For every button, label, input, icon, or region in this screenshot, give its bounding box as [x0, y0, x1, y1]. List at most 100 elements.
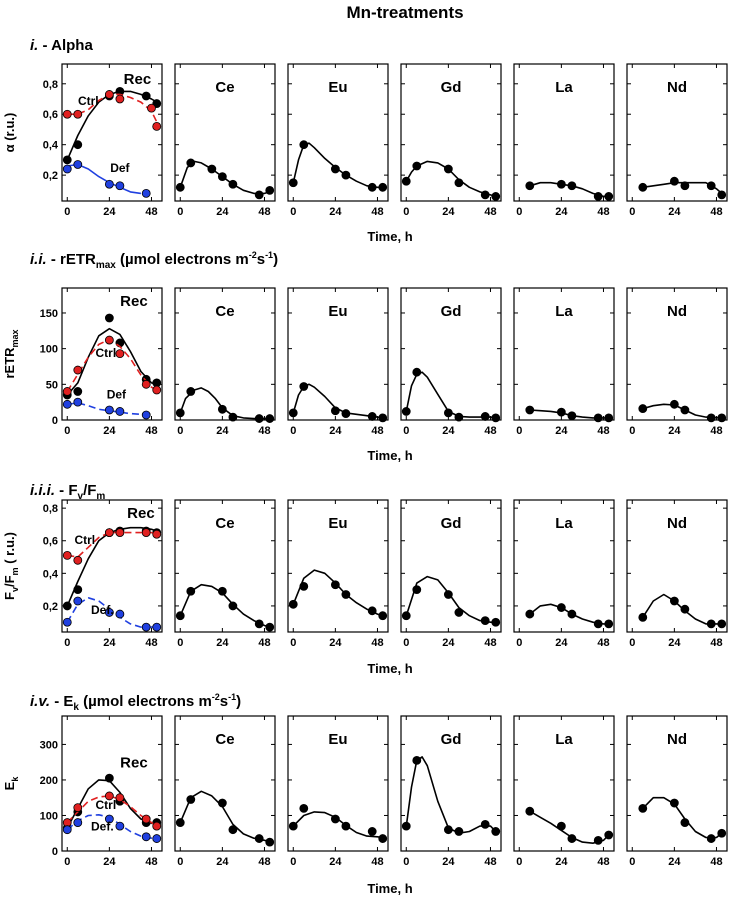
- data-point: [454, 412, 464, 422]
- series-label: Def: [110, 161, 130, 175]
- panel-label: Ce: [215, 731, 234, 748]
- y-tick-label: 150: [40, 308, 58, 320]
- data-point: [104, 814, 114, 824]
- data-point: [288, 821, 298, 831]
- data-point: [480, 190, 490, 200]
- x-tick-label: 24: [555, 856, 568, 868]
- panel-la: 0 24 48 La: [513, 287, 615, 437]
- data-point: [680, 405, 690, 415]
- series-ce: [175, 790, 275, 847]
- x-tick-label: 48: [710, 425, 722, 437]
- data-point: [62, 109, 72, 119]
- data-point: [567, 411, 577, 421]
- data-point: [186, 795, 196, 804]
- panel-gd: 0 24 48 Gd: [400, 287, 502, 437]
- y-axis-title: Ek: [2, 776, 20, 791]
- data-point: [412, 585, 422, 595]
- x-tick-label: 0: [177, 425, 183, 437]
- series-curve: [67, 531, 157, 558]
- data-point: [73, 140, 83, 150]
- data-point: [491, 827, 501, 836]
- series-def: Def: [62, 160, 151, 198]
- x-tick-label: 0: [516, 637, 522, 649]
- data-point: [228, 179, 238, 189]
- x-axis-title: Time, h: [367, 229, 412, 244]
- panel-la: 0 24 48 La: [513, 63, 615, 218]
- panel-frame: [174, 499, 276, 633]
- x-tick-label: 24: [329, 206, 342, 218]
- data-point: [638, 182, 648, 192]
- data-point: [141, 379, 151, 389]
- data-point: [480, 412, 490, 421]
- data-point: [115, 528, 125, 537]
- x-tick-label: 24: [442, 206, 455, 218]
- data-point: [104, 405, 114, 415]
- data-point: [288, 408, 298, 418]
- series-def: Def: [62, 388, 152, 420]
- x-tick-label: 0: [177, 206, 183, 218]
- x-tick-label: 0: [403, 206, 409, 218]
- series-label: Def: [107, 388, 127, 402]
- data-point: [443, 825, 453, 835]
- data-point: [454, 827, 464, 836]
- series-gd: [401, 756, 501, 836]
- data-point: [228, 825, 238, 835]
- series-label: Rec: [124, 71, 152, 88]
- data-point: [73, 365, 83, 375]
- data-point: [62, 155, 72, 165]
- panel-la: 0 24 48 La: [513, 715, 615, 868]
- x-tick-label: 0: [177, 637, 183, 649]
- panel-label: Gd: [441, 303, 462, 320]
- data-point: [330, 164, 340, 174]
- data-point: [265, 414, 275, 423]
- y-tick-label: 0,2: [43, 601, 58, 613]
- series-ctrl: Ctrl: [62, 90, 162, 131]
- x-tick-label: 48: [258, 425, 270, 437]
- data-point: [254, 619, 264, 629]
- panel-label: La: [555, 515, 573, 532]
- data-point: [265, 837, 275, 847]
- y-tick-label: 300: [40, 739, 58, 751]
- data-point: [378, 834, 388, 843]
- x-tick-label: 0: [516, 206, 522, 218]
- panel-eu: 0 24 48 Eu: [287, 715, 389, 868]
- x-tick-label: 48: [710, 206, 722, 218]
- section-title: i. - Alpha: [30, 37, 93, 54]
- panel-nd: 0 24 48 Nd: [626, 499, 728, 649]
- panel-frame: [626, 287, 728, 421]
- panel-rec: 0 24 48 0 100 200 300 Rec Ctrl Def.: [40, 715, 163, 868]
- x-tick-label: 24: [329, 425, 342, 437]
- x-tick-label: 48: [145, 856, 157, 868]
- panel-label: Eu: [328, 79, 347, 96]
- x-tick-label: 0: [290, 856, 296, 868]
- data-point: [367, 606, 377, 616]
- x-tick-label: 48: [597, 856, 609, 868]
- data-point: [141, 622, 151, 632]
- data-point: [299, 581, 309, 591]
- data-point: [669, 798, 679, 808]
- x-tick-label: 0: [629, 206, 635, 218]
- data-point: [604, 413, 614, 423]
- x-tick-label: 24: [442, 425, 455, 437]
- x-tick-label: 24: [103, 637, 116, 649]
- data-point: [217, 798, 227, 808]
- series-def: Def.: [62, 814, 162, 843]
- series-la: [525, 603, 614, 629]
- series-label: Rec: [120, 755, 148, 772]
- series-eu: [288, 569, 388, 621]
- y-axis-title: Fv/Fm ( r.u.): [2, 532, 20, 600]
- x-tick-label: 0: [177, 856, 183, 868]
- x-tick-label: 48: [484, 856, 496, 868]
- data-point: [593, 835, 603, 845]
- data-point: [115, 349, 125, 359]
- data-point: [378, 611, 388, 621]
- x-tick-label: 48: [710, 637, 722, 649]
- data-point: [175, 182, 185, 192]
- data-point: [556, 603, 566, 612]
- panel-label: Gd: [441, 79, 462, 96]
- data-point: [186, 158, 196, 168]
- data-point: [443, 408, 453, 418]
- y-tick-label: 0,6: [43, 536, 58, 548]
